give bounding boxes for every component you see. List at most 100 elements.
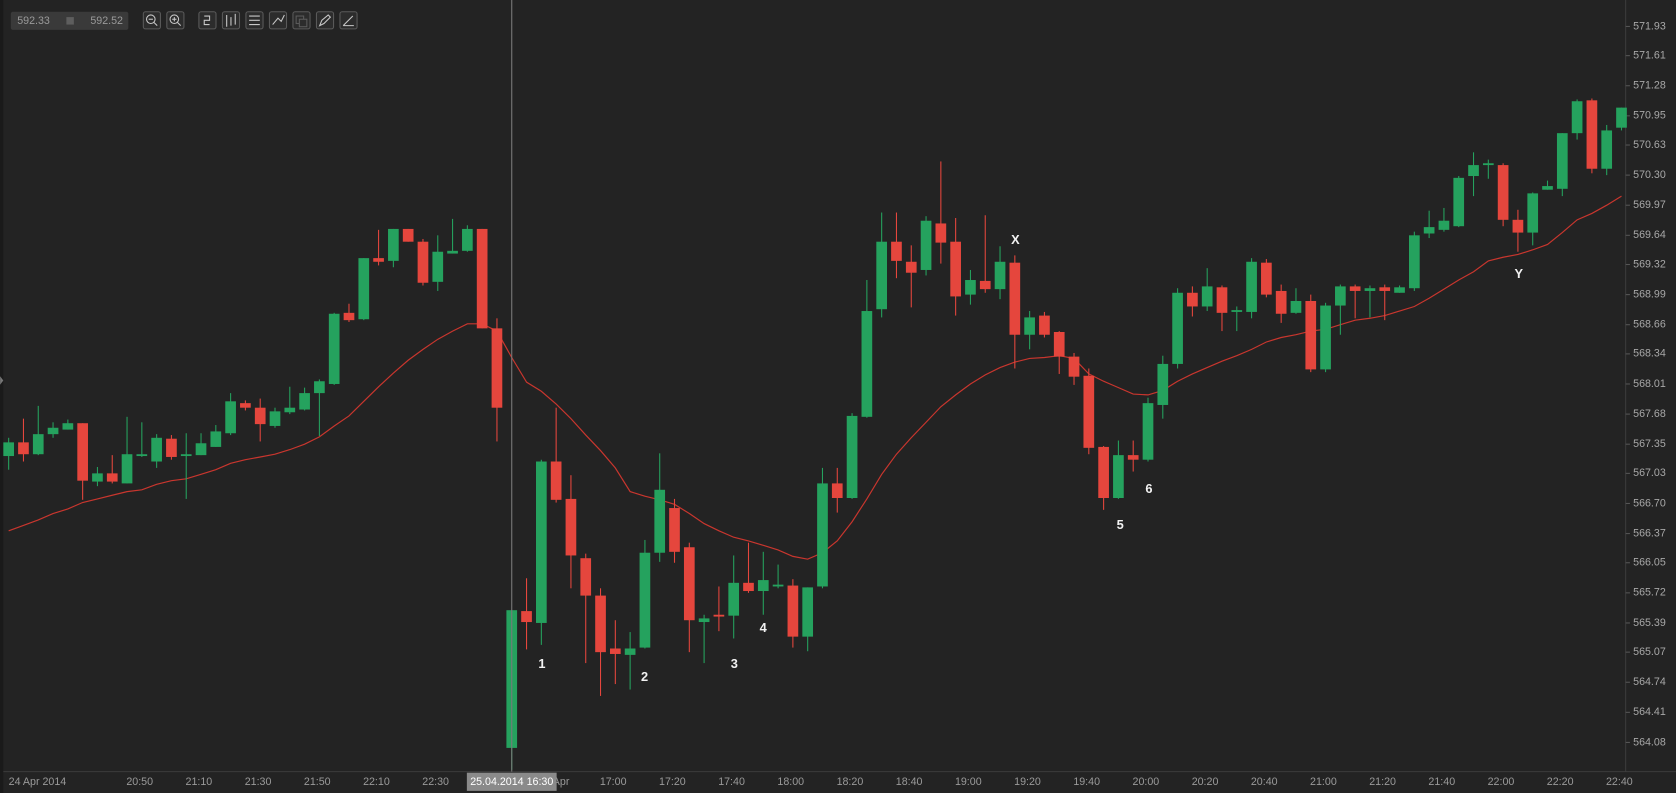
- candle-body: [432, 251, 444, 282]
- annotation: X: [1011, 232, 1020, 247]
- y-tick-label: 569.32: [1633, 258, 1666, 270]
- x-tick-label: 17:20: [659, 776, 686, 788]
- candle-body: [876, 241, 888, 310]
- edit-button[interactable]: [315, 11, 335, 30]
- x-tick-label: 20:50: [126, 776, 153, 788]
- candle-body: [728, 582, 740, 616]
- candle-body: [757, 580, 769, 592]
- candle-body: [521, 611, 532, 623]
- x-tick-label: 22:00: [1488, 776, 1515, 788]
- range-to: 592.52: [90, 15, 123, 27]
- candle-body: [77, 423, 88, 481]
- candle-body: [195, 443, 207, 456]
- candle-body: [950, 241, 961, 297]
- x-tick-label: 21:50: [304, 776, 331, 788]
- x-tick-label: 18:20: [837, 776, 864, 788]
- candle-body: [1468, 165, 1479, 177]
- zoom-in-button[interactable]: [166, 11, 185, 30]
- candle-body: [1482, 163, 1494, 166]
- candle-body: [595, 595, 606, 653]
- x-tick-label: 21:40: [1428, 776, 1455, 788]
- candle-body: [1231, 310, 1243, 312]
- y-tick-label: 567.35: [1633, 438, 1666, 450]
- x-tick-label: 21:30: [245, 776, 272, 788]
- candle-body: [166, 438, 177, 457]
- candle-body: [1068, 356, 1080, 377]
- side-handle[interactable]: [0, 376, 4, 385]
- x-tick-label: 19:00: [955, 776, 982, 788]
- y-tick-label: 569.64: [1633, 229, 1666, 241]
- candle-body: [979, 280, 991, 290]
- candle-body: [891, 241, 902, 261]
- y-tick-label: 565.39: [1633, 617, 1666, 629]
- candle-body: [210, 431, 222, 447]
- candle-body: [743, 582, 754, 592]
- annotation: 3: [731, 656, 738, 671]
- candle-body: [1556, 133, 1568, 189]
- candle-body: [1305, 300, 1317, 370]
- y-tick-label: 566.70: [1633, 497, 1666, 509]
- annotation: 2: [641, 669, 648, 684]
- y-tick-label: 567.68: [1633, 408, 1666, 420]
- moving-average-line: [8, 195, 1622, 560]
- candle-body: [402, 228, 414, 242]
- candle-body: [373, 258, 384, 262]
- zoom-out-button[interactable]: [142, 11, 161, 30]
- draw-button[interactable]: [339, 11, 358, 30]
- indicators-button[interactable]: [245, 11, 264, 30]
- plot-area: 564.08 564.41 564.74 565.07 565.39 565.72 566.…: [3, 0, 1666, 791]
- range-from: 592.33: [17, 15, 50, 27]
- candle-body: [136, 454, 148, 457]
- y-tick-label: 568.66: [1633, 319, 1666, 331]
- y-tick-label: 570.30: [1633, 169, 1666, 181]
- candle-body: [1261, 262, 1272, 295]
- candle-body: [920, 220, 932, 270]
- x-tick-label: 19:40: [1073, 776, 1100, 788]
- candle-body: [1335, 286, 1346, 306]
- candle-body: [1039, 315, 1050, 335]
- candle-body: [1542, 186, 1553, 190]
- crosshair-label: 25.04.2014 16:30: [470, 776, 553, 788]
- toolbar: 592.33 592.52: [10, 11, 358, 30]
- candle-body: [535, 461, 547, 623]
- candle-body: [1423, 227, 1435, 234]
- candle-body: [1408, 235, 1420, 289]
- x-tick-label: 17:00: [600, 776, 627, 788]
- candle-body: [580, 558, 592, 596]
- x-tick-label: 24 Apr 2014: [9, 776, 67, 788]
- y-tick-label: 570.63: [1633, 139, 1666, 151]
- candle-body: [1616, 107, 1627, 128]
- x-tick-label: 22:10: [363, 776, 390, 788]
- candle-body: [358, 258, 370, 320]
- x-tick-label: 18:00: [777, 776, 804, 788]
- range-separator: [66, 17, 74, 25]
- chart-type-button[interactable]: [221, 11, 241, 30]
- x-tick-label: 17:40: [718, 776, 745, 788]
- candle-body: [447, 250, 458, 254]
- x-tick-label: 20:00: [1133, 776, 1160, 788]
- x-tick-label: 18:40: [896, 776, 923, 788]
- candle-body: [47, 427, 59, 435]
- templates-button[interactable]: [292, 11, 311, 30]
- candle-body: [639, 552, 651, 648]
- x-tick-label: 22:40: [1606, 776, 1633, 788]
- y-tick-label: 566.37: [1633, 527, 1666, 539]
- candle-body: [654, 489, 666, 553]
- candle-body: [1497, 165, 1509, 220]
- candle-body: [314, 381, 325, 394]
- candle-body: [1157, 363, 1169, 405]
- candle-body: [32, 434, 44, 455]
- candle-body: [817, 483, 828, 587]
- x-tick-label: 20:40: [1251, 776, 1278, 788]
- annotation: 5: [1117, 517, 1124, 532]
- candle-body: [713, 614, 725, 617]
- x-tick-label: 21:10: [186, 776, 213, 788]
- candle-body: [1246, 261, 1257, 312]
- candle-body: [1053, 331, 1065, 357]
- period-button[interactable]: [198, 11, 217, 30]
- candle-body: [1571, 101, 1583, 134]
- candle-body: [861, 311, 873, 417]
- objects-button[interactable]: [268, 11, 288, 30]
- candle-body: [609, 648, 621, 654]
- y-tick-label: 568.99: [1633, 288, 1666, 300]
